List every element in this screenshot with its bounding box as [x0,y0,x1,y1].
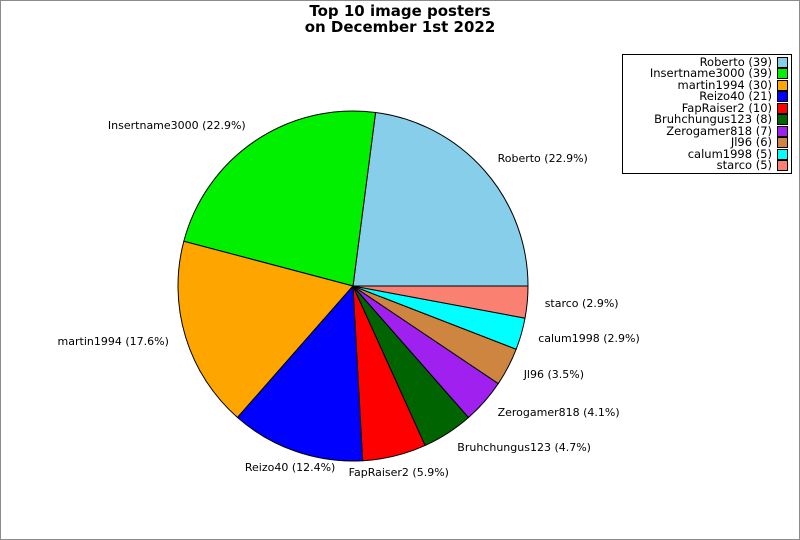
pie-slice-martin1994 [177,240,354,419]
legend-swatch-reizo40 [777,91,788,103]
legend-item-insertname3000: Insertname3000 (39) [626,66,788,81]
legend-swatch-roberto [777,57,788,68]
legend-item-martin1994: martin1994 (30) [626,77,788,92]
legend-item-label: martin1994 (30) [677,77,773,92]
chart-title-line2: on December 1st 2022 [304,18,496,36]
legend-item-label: Insertname3000 (39) [649,66,772,81]
legend-swatch-starco [777,159,788,171]
legend-item-label: Bruhchungus123 (8) [654,112,772,127]
legend-item-reizo40: Reizo40 (21) [626,89,788,104]
chart-title-line1: Top 10 image posters [309,2,491,20]
legend-item-label: starco (5) [716,157,772,172]
pie-slice-insertname3000 [183,110,377,287]
legend-item-bruhchungus123: Bruhchungus123 (8) [626,112,788,127]
slice-label-reizo40: Reizo40 (12.4%) [244,460,336,474]
legend-item-zerogamer818: Zerogamer818 (7) [626,123,788,138]
legend-swatch-zerogamer818 [777,125,788,137]
slice-label-jl96: Jl96 (3.5%) [523,368,585,381]
legend-item-label: FapRaiser2 (10) [681,100,772,115]
slice-label-zerogamer818: Zerogamer818 (4.1%) [497,406,620,419]
legend: Roberto (39) Insertname3000 (39) martin199… [622,54,792,174]
slice-label-insertname3000: Insertname3000 (22.9%) [107,119,246,133]
slice-label-starco: starco (2.9%) [544,296,619,310]
legend-item-label: Roberto (39) [699,55,772,69]
legend-item-calum1998: calum1998 (5) [626,146,788,161]
slice-label-roberto: Roberto (22.9%) [497,152,588,165]
legend-item-label: calum1998 (5) [687,146,772,161]
legend-item-starco: starco (5) [626,157,788,172]
legend-item-label: Reizo40 (21) [699,89,772,104]
slice-label-bruhchungus123: Bruhchungus123 (4.7%) [457,440,591,454]
legend-item-label: Jl96 (6) [730,135,772,150]
legend-swatch-insertname3000 [777,68,788,80]
legend-swatch-martin1994 [777,79,788,91]
chart-title: Top 10 image posters on December 1st 202… [1,3,799,35]
legend-item-label: Zerogamer818 (7) [666,123,772,138]
legend-item-jl96: Jl96 (6) [626,135,788,150]
slice-label-fapraiser2: FapRaiser2 (5.9%) [348,466,449,479]
pie-slice-roberto [352,111,529,287]
pie-slice-reizo40 [236,284,364,462]
slice-label-martin1994: martin1994 (17.6%) [57,335,169,349]
pie-slice-starco [352,285,529,319]
legend-swatch-bruhchungus123 [777,114,788,126]
legend-swatch-calum1998 [777,148,788,160]
legend-swatch-fapraiser2 [777,102,788,114]
legend-swatch-jl96 [777,137,788,149]
legend-item-fapraiser2: FapRaiser2 (10) [626,100,788,115]
slice-label-calum1998: calum1998 (2.9%) [538,331,640,345]
legend-item-roberto: Roberto (39) [626,55,788,69]
